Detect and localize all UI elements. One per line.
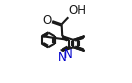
Text: N: N — [58, 51, 67, 64]
Text: N: N — [64, 48, 73, 61]
Text: O: O — [42, 14, 51, 27]
Text: OH: OH — [69, 4, 87, 17]
